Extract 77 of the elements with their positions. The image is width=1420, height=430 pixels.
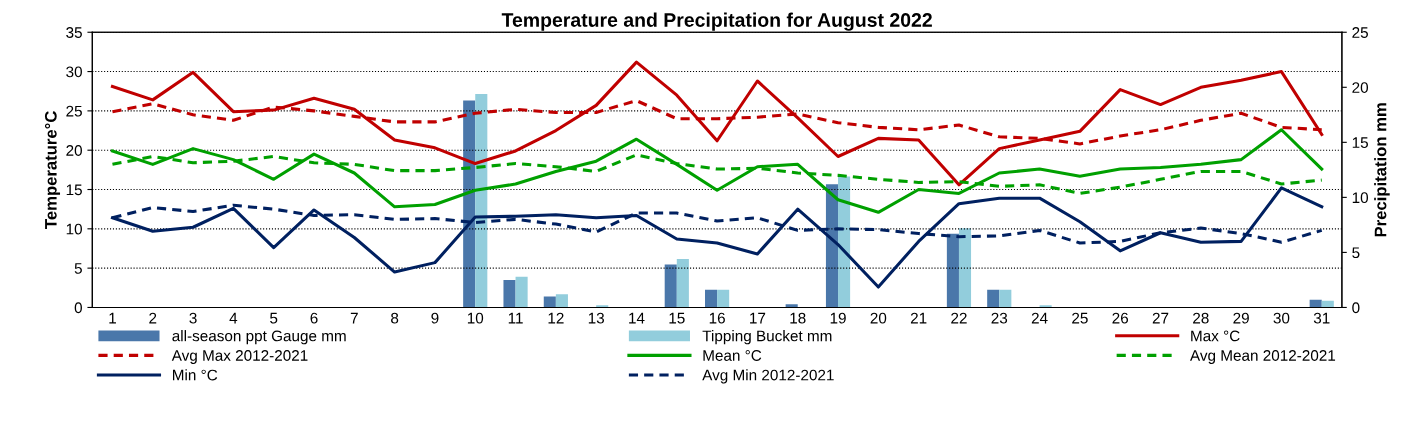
bar bbox=[515, 276, 528, 308]
bar bbox=[676, 259, 689, 308]
y-tick-label: 35 bbox=[66, 27, 82, 38]
line-series bbox=[110, 128, 1324, 214]
bar bbox=[543, 296, 556, 308]
x-tick-label: 7 bbox=[350, 312, 358, 324]
bar bbox=[825, 184, 839, 308]
x-tick-label: 30 bbox=[1273, 312, 1290, 324]
x-tick-label: 29 bbox=[1233, 312, 1249, 324]
legend-label: Avg Max 2012-2021 bbox=[171, 350, 308, 364]
x-tick-label: 17 bbox=[750, 312, 766, 324]
legend-label: Avg Min 2012-2021 bbox=[702, 369, 834, 384]
y2-tick-label: 0 bbox=[1352, 302, 1360, 314]
legend-label: Tipping Bucket mm bbox=[702, 330, 832, 345]
x-tick-label: 28 bbox=[1193, 312, 1209, 324]
y-tick-label: 20 bbox=[66, 145, 82, 156]
x-tick-label: 22 bbox=[951, 312, 967, 324]
bar bbox=[664, 264, 677, 308]
x-tick-label: 11 bbox=[508, 312, 523, 324]
x-tick-label: 23 bbox=[991, 312, 1008, 324]
bar bbox=[475, 93, 488, 308]
y2-tick-label: 15 bbox=[1352, 137, 1368, 149]
bar bbox=[987, 289, 1000, 308]
y2-tick-label: 5 bbox=[1352, 247, 1360, 259]
bar bbox=[785, 304, 798, 308]
x-tick-label: 15 bbox=[669, 312, 685, 324]
x-tick-label: 12 bbox=[548, 312, 564, 324]
x-tick-label: 8 bbox=[391, 312, 399, 324]
x-tick-label: 24 bbox=[1031, 312, 1048, 324]
x-tick-label: 4 bbox=[229, 312, 238, 324]
line-series bbox=[110, 60, 1324, 187]
bar bbox=[1321, 300, 1334, 308]
x-tick-label: 2 bbox=[149, 312, 157, 324]
x-tick-label: 13 bbox=[588, 312, 604, 324]
y2-tick-label: 10 bbox=[1352, 192, 1369, 204]
bar bbox=[946, 233, 959, 308]
legend-label: Max °C bbox=[1191, 330, 1240, 342]
y-tick-label: 15 bbox=[66, 184, 82, 196]
y-tick-label: 0 bbox=[74, 302, 82, 314]
y-tick-label: 5 bbox=[74, 263, 82, 274]
x-tick-label: 19 bbox=[830, 312, 846, 324]
y2-tick-label: 25 bbox=[1352, 27, 1368, 38]
legend-label: Mean °C bbox=[703, 350, 762, 361]
x-tick-label: 25 bbox=[1072, 312, 1088, 324]
x-tick-label: 3 bbox=[189, 312, 197, 324]
x-tick-label: 14 bbox=[629, 312, 645, 324]
y-tick-label: 30 bbox=[66, 66, 82, 78]
x-tick-label: 16 bbox=[709, 312, 725, 324]
x-tick-label: 9 bbox=[431, 312, 439, 324]
x-tick-label: 31 bbox=[1313, 312, 1330, 324]
x-tick-label: 1 bbox=[109, 312, 116, 324]
chart-title: Temperature and Precipitation for August 2022 bbox=[501, 12, 932, 31]
x-tick-label: 20 bbox=[870, 312, 887, 324]
legend-label: Min °C bbox=[173, 369, 218, 381]
x-tick-label: 10 bbox=[467, 312, 484, 324]
legend-label: all-season ppt Gauge mm bbox=[172, 330, 346, 345]
y2-axis-title: Precipitation mm bbox=[1374, 103, 1390, 237]
bar bbox=[555, 294, 568, 308]
x-tick-label: 18 bbox=[790, 312, 806, 324]
bar bbox=[463, 100, 476, 308]
bar bbox=[503, 279, 516, 308]
bar bbox=[838, 176, 851, 308]
y2-tick-label: 20 bbox=[1352, 82, 1369, 93]
x-tick-label: 21 bbox=[910, 312, 927, 324]
x-tick-label: 6 bbox=[310, 312, 318, 324]
y-axis-title: Temperature°C bbox=[44, 111, 61, 229]
y-tick-label: 10 bbox=[66, 223, 82, 235]
bar bbox=[999, 289, 1012, 308]
y-tick-label: 25 bbox=[66, 105, 82, 117]
x-tick-label: 26 bbox=[1112, 312, 1129, 324]
bar bbox=[717, 289, 730, 308]
legend-label: Avg Mean 2012-2021 bbox=[1190, 350, 1336, 364]
x-tick-label: 5 bbox=[270, 312, 278, 324]
bar bbox=[958, 228, 972, 308]
bar bbox=[705, 289, 718, 308]
bar bbox=[1309, 299, 1322, 308]
x-tick-label: 27 bbox=[1152, 312, 1169, 324]
